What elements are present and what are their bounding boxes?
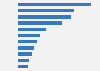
Bar (18, 28, 46, 31)
Bar (18, 21, 62, 25)
Bar (18, 34, 40, 37)
Bar (18, 46, 34, 50)
Bar (18, 3, 91, 6)
Bar (18, 15, 71, 19)
Bar (18, 52, 32, 56)
Bar (18, 9, 74, 12)
Bar (18, 40, 37, 43)
Bar (18, 59, 30, 62)
Bar (18, 65, 28, 68)
